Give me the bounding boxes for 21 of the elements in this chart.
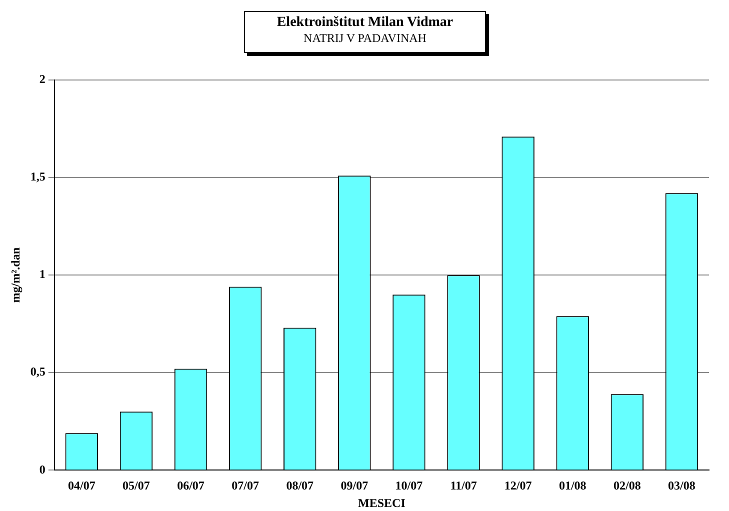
x-tick-label: 09/07 xyxy=(340,478,368,492)
x-tick-label: 01/08 xyxy=(558,478,586,492)
x-tick-label: 12/07 xyxy=(504,478,532,492)
x-tick-label: 04/07 xyxy=(68,478,96,492)
y-tick-label: 0,5 xyxy=(30,364,46,379)
chart-title: Elektroinštitut Milan Vidmar xyxy=(276,15,454,31)
x-tick-label: 07/07 xyxy=(232,478,259,492)
y-axis-title: mg/m².dan xyxy=(8,247,22,303)
x-tick-label: 02/08 xyxy=(614,478,641,492)
x-tick-label: 11/07 xyxy=(450,478,477,492)
x-tick-label: 05/07 xyxy=(122,478,150,492)
x-tick-label: 08/07 xyxy=(286,478,314,492)
x-tick-label: 10/07 xyxy=(395,478,423,492)
y-tick-label: 0 xyxy=(39,462,46,476)
y-tick-label: 1 xyxy=(39,267,46,282)
y-tick-label: 1,5 xyxy=(30,170,46,184)
x-tick-label: 06/07 xyxy=(177,478,204,492)
x-axis-title: MESECI xyxy=(358,496,406,510)
x-tick-label: 03/08 xyxy=(668,478,696,492)
chart-subtitle: NATRIJ V PADAVINAH xyxy=(302,31,428,46)
y-tick-label: 2 xyxy=(39,72,46,86)
